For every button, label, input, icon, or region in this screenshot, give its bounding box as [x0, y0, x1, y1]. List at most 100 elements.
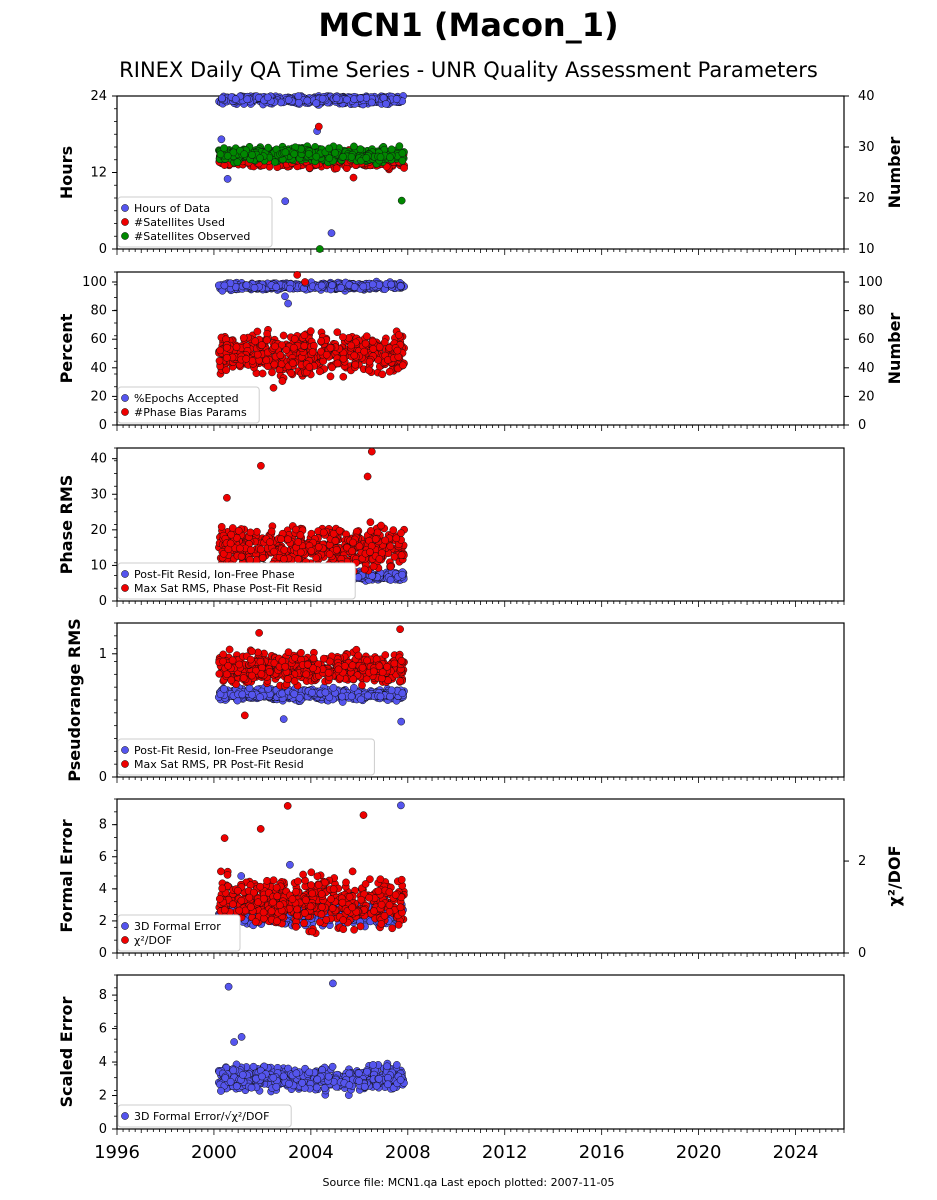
data-point [331, 536, 340, 545]
data-point-outlier [315, 245, 324, 253]
data-point [332, 545, 341, 554]
data-point-outlier [349, 173, 358, 182]
data-point [257, 341, 266, 349]
data-point [395, 331, 403, 339]
data-point [377, 521, 385, 530]
data-point-outlier [397, 717, 406, 726]
data-point [217, 522, 226, 531]
data-point [279, 331, 288, 340]
data-point [347, 341, 355, 350]
data-point [398, 689, 407, 698]
y-tick-label: 1 [99, 647, 107, 662]
data-point [238, 690, 247, 699]
data-point [314, 543, 323, 551]
data-point [263, 93, 272, 102]
data-point [376, 692, 385, 701]
legend-marker [121, 584, 129, 592]
data-point [220, 281, 229, 290]
y-tick-label: 60 [90, 332, 107, 347]
data-point [242, 281, 251, 290]
data-point [333, 328, 342, 337]
data-point [350, 351, 359, 360]
data-point [339, 372, 348, 381]
data-point [256, 693, 264, 702]
data-point [332, 94, 341, 103]
data-point [360, 565, 369, 574]
data-point [364, 691, 372, 700]
legend-marker [121, 570, 129, 578]
data-point [248, 690, 256, 699]
data-point [243, 95, 252, 104]
data-point [349, 538, 357, 547]
y-tick-label: 30 [90, 487, 107, 502]
data-point [222, 366, 231, 375]
data-point [258, 554, 267, 562]
y-right-tick-label: 40 [858, 361, 875, 376]
data-point [329, 683, 338, 692]
data-point [382, 100, 390, 108]
data-point [271, 158, 279, 166]
data-point [339, 354, 348, 363]
data-point-outlier [367, 447, 376, 456]
y-right-tick-label: 40 [858, 89, 875, 104]
data-point [240, 150, 249, 159]
y-tick-label: 40 [90, 361, 107, 376]
data-point [234, 526, 243, 535]
data-point [343, 95, 351, 104]
y-right-tick-label: 0 [858, 418, 866, 433]
data-point [331, 149, 339, 157]
data-point [387, 686, 396, 695]
data-point [381, 536, 390, 545]
legend-label: %Epochs Accepted [134, 392, 239, 405]
y-right-tick-label: 20 [858, 191, 875, 206]
data-point [282, 346, 291, 354]
data-point [280, 546, 289, 554]
data-point [351, 360, 360, 369]
data-point [322, 350, 331, 359]
data-point [360, 347, 369, 356]
data-point [332, 164, 341, 173]
data-point-outlier [314, 122, 323, 131]
data-point-outlier [223, 175, 232, 183]
data-point [368, 280, 377, 289]
data-point [350, 142, 358, 151]
data-point [386, 542, 395, 551]
data-point [284, 535, 292, 544]
data-point [294, 538, 303, 546]
data-point [398, 156, 407, 165]
y-right-axis-label-hours: Number [885, 137, 904, 209]
data-point [365, 357, 374, 366]
data-point [300, 331, 309, 340]
data-point [375, 343, 384, 351]
data-point [392, 95, 401, 103]
data-point [399, 361, 407, 370]
data-point [256, 545, 265, 554]
data-point [288, 359, 297, 368]
data-point [397, 551, 406, 560]
data-point [215, 356, 224, 365]
data-point [247, 546, 255, 554]
data-point [350, 683, 358, 692]
data-point [268, 368, 276, 377]
data-point [272, 283, 281, 291]
data-point-outlier [269, 383, 278, 392]
data-point-outlier [279, 715, 288, 723]
data-point [357, 695, 365, 704]
y-right-tick-label: 30 [858, 140, 875, 155]
y-tick-label: 10 [90, 558, 107, 573]
data-point [386, 576, 395, 584]
y-tick-label: 100 [82, 275, 107, 290]
data-point [394, 353, 403, 361]
data-point [348, 547, 356, 555]
data-point [350, 95, 358, 104]
data-point [318, 94, 327, 103]
data-point [287, 369, 295, 378]
data-point [239, 334, 248, 342]
data-point [347, 692, 356, 701]
data-point [387, 145, 396, 154]
data-point-outlier [363, 472, 372, 481]
y-axis-label-pseudorange: Pseudorange RMS [65, 618, 84, 781]
data-point [246, 556, 254, 564]
data-point [326, 372, 335, 381]
legend-marker [121, 408, 129, 416]
